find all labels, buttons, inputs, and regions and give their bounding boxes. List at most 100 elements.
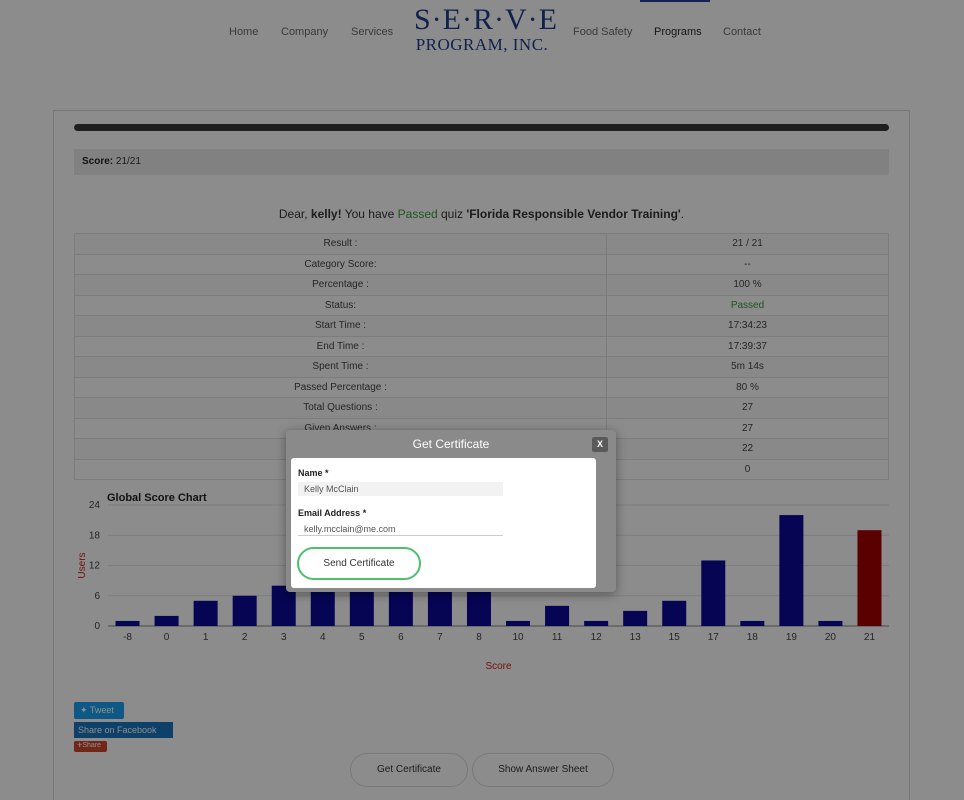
result-greeting: Dear, kelly! You have Passed quiz 'Flori… <box>74 207 889 221</box>
score-label: Score: <box>82 156 114 167</box>
modal-title: Get Certificate <box>412 437 490 451</box>
table-row: Total Questions :27 <box>74 397 889 419</box>
x-tick-label: 1 <box>203 632 209 643</box>
x-tick-label: -8 <box>123 632 132 643</box>
site-header: Home Company Services S·E·R·V·E PROGRAM,… <box>0 0 964 70</box>
y-tick-label: 24 <box>89 500 101 511</box>
bar <box>662 600 687 626</box>
share-button[interactable]: 🞥Share <box>74 741 107 752</box>
x-tick-label: 7 <box>437 632 443 643</box>
nav-programs[interactable]: Programs <box>654 26 702 38</box>
nav-company[interactable]: Company <box>281 26 329 38</box>
nav-home[interactable]: Home <box>229 26 259 38</box>
close-icon[interactable]: X <box>592 437 608 452</box>
row-label: Spent Time : <box>74 356 607 378</box>
x-tick-label: 10 <box>512 632 524 643</box>
x-tick-label: 8 <box>476 632 482 643</box>
x-tick-label: 11 <box>552 632 563 643</box>
email-label: Email Address * <box>298 508 367 518</box>
send-certificate-button[interactable]: Send Certificate <box>297 547 421 580</box>
bar <box>193 600 218 626</box>
x-axis-label: Score <box>485 661 512 672</box>
quiz-name: 'Florida Responsible Vendor Training' <box>466 207 681 221</box>
bar <box>466 585 491 626</box>
bar <box>818 620 843 626</box>
bar <box>623 610 648 626</box>
get-certificate-modal: Get Certificate X Name * Email Address *… <box>286 430 616 592</box>
email-field[interactable] <box>298 522 503 536</box>
x-tick-label: 0 <box>164 632 170 643</box>
y-tick-label: 6 <box>94 591 100 602</box>
serve-logo[interactable]: S·E·R·V·E PROGRAM, INC. <box>414 3 558 58</box>
y-tick-label: 12 <box>89 561 101 572</box>
share-label: Share <box>82 742 102 749</box>
bar <box>115 620 140 626</box>
logo-wordmark: S·E·R·V·E <box>414 3 558 36</box>
table-row: Category Score: -- <box>74 253 889 275</box>
pass-status: Passed <box>397 207 438 221</box>
name-label: Name * <box>298 468 329 478</box>
bar <box>857 530 882 626</box>
x-tick-label: 15 <box>669 632 681 643</box>
bar <box>349 585 374 626</box>
x-tick-label: 6 <box>398 632 404 643</box>
row-value: 22 <box>606 438 889 460</box>
show-answer-sheet-button[interactable]: Show Answer Sheet <box>472 753 614 787</box>
greeting-suffix: . <box>680 207 685 221</box>
nav-services[interactable]: Services <box>351 26 394 38</box>
y-tick-label: 0 <box>94 621 100 632</box>
get-certificate-button[interactable]: Get Certificate <box>350 753 468 787</box>
quiz-progress-bar <box>74 124 889 131</box>
y-axis-label: Users <box>77 552 88 578</box>
y-tick-label: 18 <box>89 530 101 541</box>
x-tick-label: 20 <box>825 632 837 643</box>
chart-title: Global Score Chart <box>107 492 207 504</box>
x-tick-label: 12 <box>591 632 603 643</box>
bar <box>506 620 531 626</box>
bar <box>154 615 179 626</box>
greeting-prefix: Dear, <box>278 207 311 221</box>
nav-food-safety[interactable]: Food Safety <box>573 26 633 38</box>
greeting-quiz-prefix: quiz <box>437 207 467 221</box>
nav-contact[interactable]: Contact <box>723 26 761 38</box>
x-tick-label: 5 <box>359 632 365 643</box>
table-row: Start Time :17:34:23 <box>74 315 889 337</box>
table-row: Spent Time :5m 14s <box>74 356 889 378</box>
bar <box>545 605 570 626</box>
share-facebook-button[interactable]: Share on Facebook <box>74 722 173 738</box>
x-tick-label: 19 <box>786 632 798 643</box>
greeting-mid: You have <box>341 207 398 221</box>
tweet-button[interactable]: ✦ Tweet <box>74 702 124 719</box>
bar <box>388 585 413 626</box>
facebook-label: Share on Facebook <box>78 725 157 735</box>
table-row: Passed Percentage :80 % <box>74 376 889 398</box>
bar <box>310 585 335 626</box>
x-tick-label: 3 <box>281 632 287 643</box>
row-value: 27 <box>606 397 889 419</box>
row-label: Start Time : <box>74 315 607 337</box>
twitter-bird-icon: ✦ <box>80 705 88 715</box>
bar <box>232 595 257 626</box>
logo-subtitle: PROGRAM, INC. <box>415 35 549 54</box>
modal-body: Name * Email Address * Send Certificate <box>291 458 596 588</box>
score-summary: Score: 21/21 <box>74 149 889 175</box>
table-row: End Time :17:39:37 <box>74 335 889 357</box>
bar <box>427 585 452 626</box>
tweet-label: Tweet <box>89 705 114 715</box>
plus-icon: 🞥 <box>77 742 83 749</box>
bar <box>779 515 804 626</box>
top-accent-bar <box>640 0 710 2</box>
bar <box>584 620 609 626</box>
row-value: 100 % <box>606 274 889 296</box>
x-tick-label: 4 <box>320 632 326 643</box>
x-tick-label: 18 <box>747 632 759 643</box>
x-tick-label: 21 <box>864 632 876 643</box>
row-label: Total Questions : <box>74 397 607 419</box>
row-label: Result : <box>74 233 607 255</box>
x-tick-label: 13 <box>630 632 642 643</box>
x-tick-label: 2 <box>242 632 248 643</box>
name-field[interactable] <box>298 482 503 496</box>
user-name: kelly! <box>310 207 342 221</box>
